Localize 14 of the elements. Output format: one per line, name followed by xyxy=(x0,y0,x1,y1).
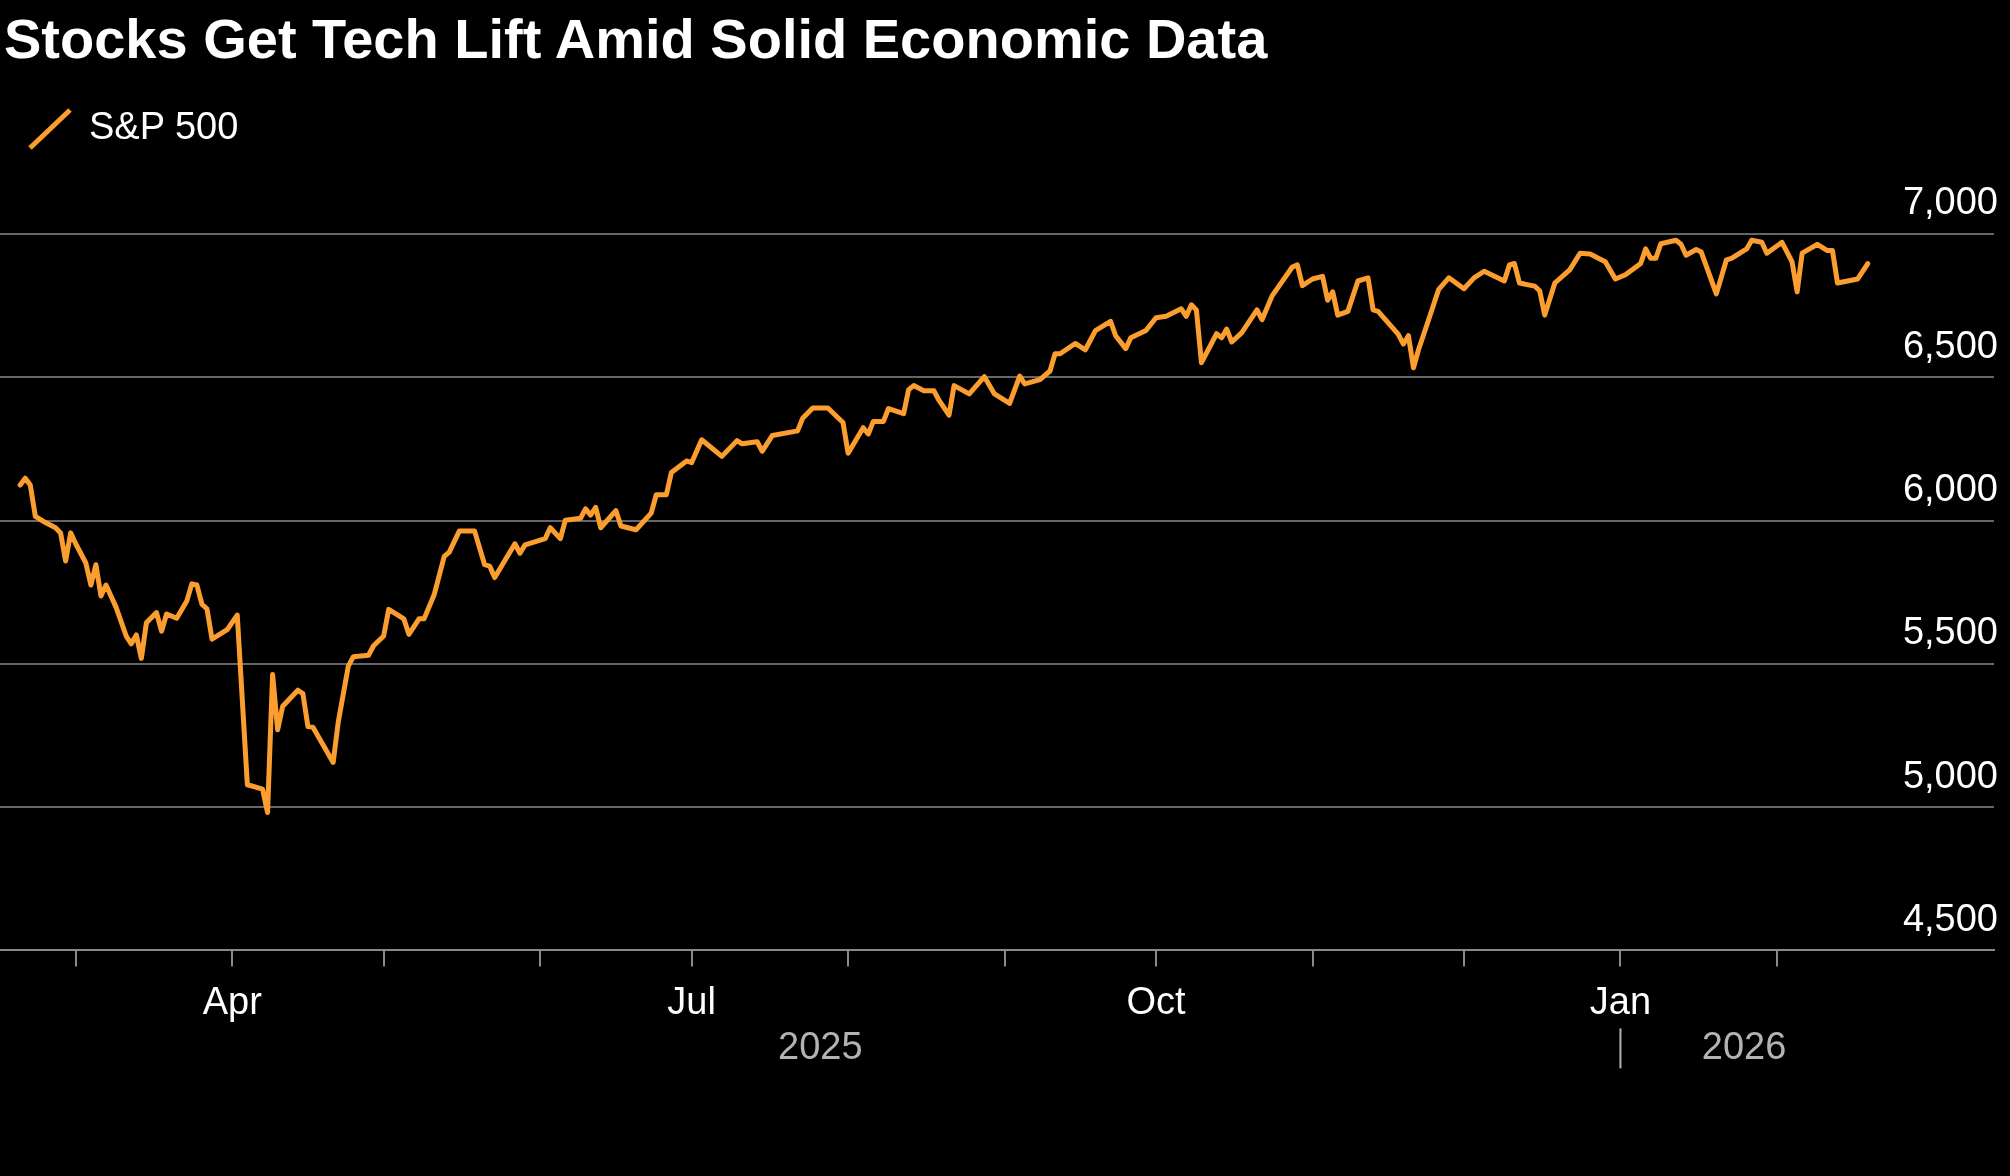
y-tick-label: 7,000 xyxy=(1902,180,1998,223)
y-tick-label: 6,000 xyxy=(1902,467,1998,510)
y-tick-label: 6,500 xyxy=(1902,323,1998,366)
y-tick-label: 4,500 xyxy=(1902,896,1998,939)
text: 2026 xyxy=(1701,1024,1787,1067)
y-tick-label: 5,000 xyxy=(1902,753,1998,796)
chart-title: Stocks Get Tech Lift Amid Solid Economic Data xyxy=(4,6,1268,71)
text: 2025 xyxy=(778,1024,863,1067)
y-tick-label: 5,500 xyxy=(1902,610,1998,653)
x-tick-label: Jan xyxy=(1589,979,1652,1022)
x-tick-label: Apr xyxy=(202,979,263,1022)
legend-label: S&P 500 xyxy=(89,105,239,148)
x-tick-label: Oct xyxy=(1126,979,1187,1022)
x-tick-label: Jul xyxy=(667,979,716,1022)
